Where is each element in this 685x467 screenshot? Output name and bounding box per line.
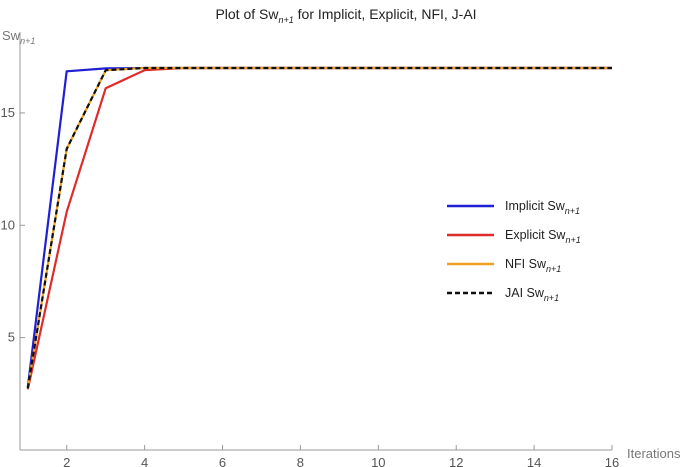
series-line-jai-sw xyxy=(26,66,612,389)
x-tick-label: 10 xyxy=(371,455,385,467)
x-tick-label: 8 xyxy=(297,455,304,467)
legend-label: Implicit Swn+1 xyxy=(505,199,580,216)
x-tick-label: 2 xyxy=(63,455,70,467)
legend-label: Explicit Swn+1 xyxy=(505,228,581,245)
y-tick-label: 5 xyxy=(8,330,15,345)
y-tick-label: 10 xyxy=(1,217,15,232)
x-tick-label: 12 xyxy=(449,455,463,467)
x-tick-label: 4 xyxy=(141,455,148,467)
y-tick-label: 15 xyxy=(1,105,15,120)
legend-label: JAI Swn+1 xyxy=(505,286,559,303)
x-axis-label: Iterations xyxy=(627,446,681,461)
x-tick-label: 16 xyxy=(605,455,619,467)
x-tick-label: 14 xyxy=(527,455,541,467)
chart-title: Plot of Swn+1 for Implicit, Explicit, NF… xyxy=(215,6,476,25)
legend-label: NFI Swn+1 xyxy=(505,257,561,274)
x-tick-label: 6 xyxy=(219,455,226,467)
y-axis-label: Swn+1 xyxy=(2,28,35,46)
